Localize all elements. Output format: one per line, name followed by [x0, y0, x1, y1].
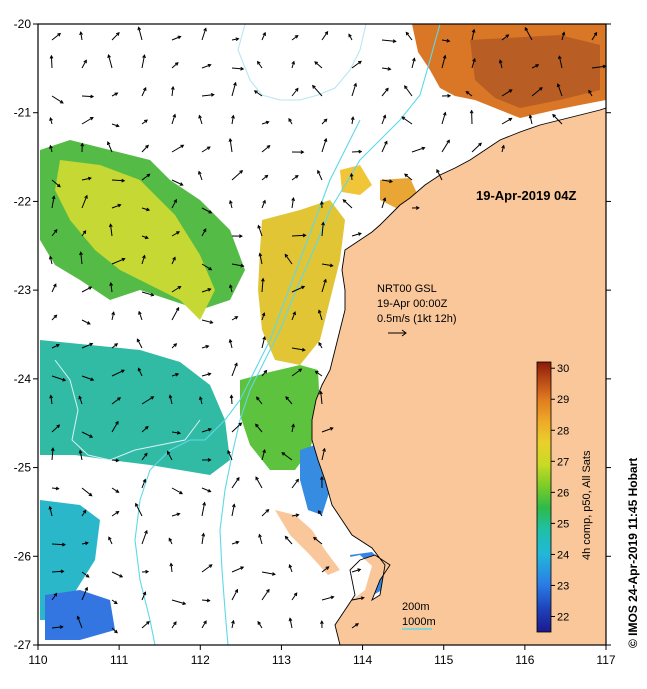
y-tick-label: -21: [14, 106, 32, 120]
x-tick-label: 110: [28, 653, 47, 667]
credit-label: © IMOS 24-Apr-2019 11:45 Hobart: [626, 458, 640, 648]
colorbar-tick-label: 22: [557, 611, 569, 623]
x-tick-label: 112: [191, 653, 210, 667]
colorbar-tick-label: 29: [557, 394, 569, 406]
colorbar-ramp: [537, 362, 551, 632]
current-source-line3: 0.5m/s (1kt 12h): [377, 313, 456, 325]
colorbar-tick-label: 30: [557, 363, 569, 375]
current-source-line2: 19-Apr 00:00Z: [377, 298, 448, 310]
colorbar-tick-label: 23: [557, 580, 569, 592]
y-tick-label: -20: [14, 17, 32, 31]
colorbar-tick-label: 25: [557, 518, 569, 530]
y-tick-label: -25: [14, 461, 32, 475]
isobath-1000m-label: 1000m: [402, 616, 436, 628]
x-tick-label: 111: [110, 653, 129, 667]
colorbar-tick-label: 24: [557, 549, 569, 561]
isobath-200m-label: 200m: [402, 601, 430, 613]
colorbar-tick-label: 28: [557, 425, 569, 437]
timestamp-label: 19-Apr-2019 04Z: [476, 188, 576, 203]
x-axis: 110 111 112 113 114 115 116 117: [28, 645, 615, 667]
colorbar-label: 4h comp, p50, All Sats: [581, 450, 593, 560]
x-tick-label: 114: [353, 653, 372, 667]
y-tick-label: -23: [14, 283, 32, 297]
current-source-line1: NRT00 GSL: [377, 283, 437, 295]
x-tick-label: 116: [515, 653, 534, 667]
colorbar-tick-label: 27: [557, 456, 569, 468]
x-tick-label: 115: [434, 653, 453, 667]
y-tick-label: -24: [14, 372, 32, 386]
y-tick-label: -22: [14, 194, 32, 208]
x-tick-label: 113: [272, 653, 291, 667]
x-tick-label: 117: [596, 653, 615, 667]
y-tick-label: -26: [14, 549, 32, 563]
y-tick-label: -27: [14, 638, 32, 652]
colorbar-tick-label: 26: [557, 487, 569, 499]
